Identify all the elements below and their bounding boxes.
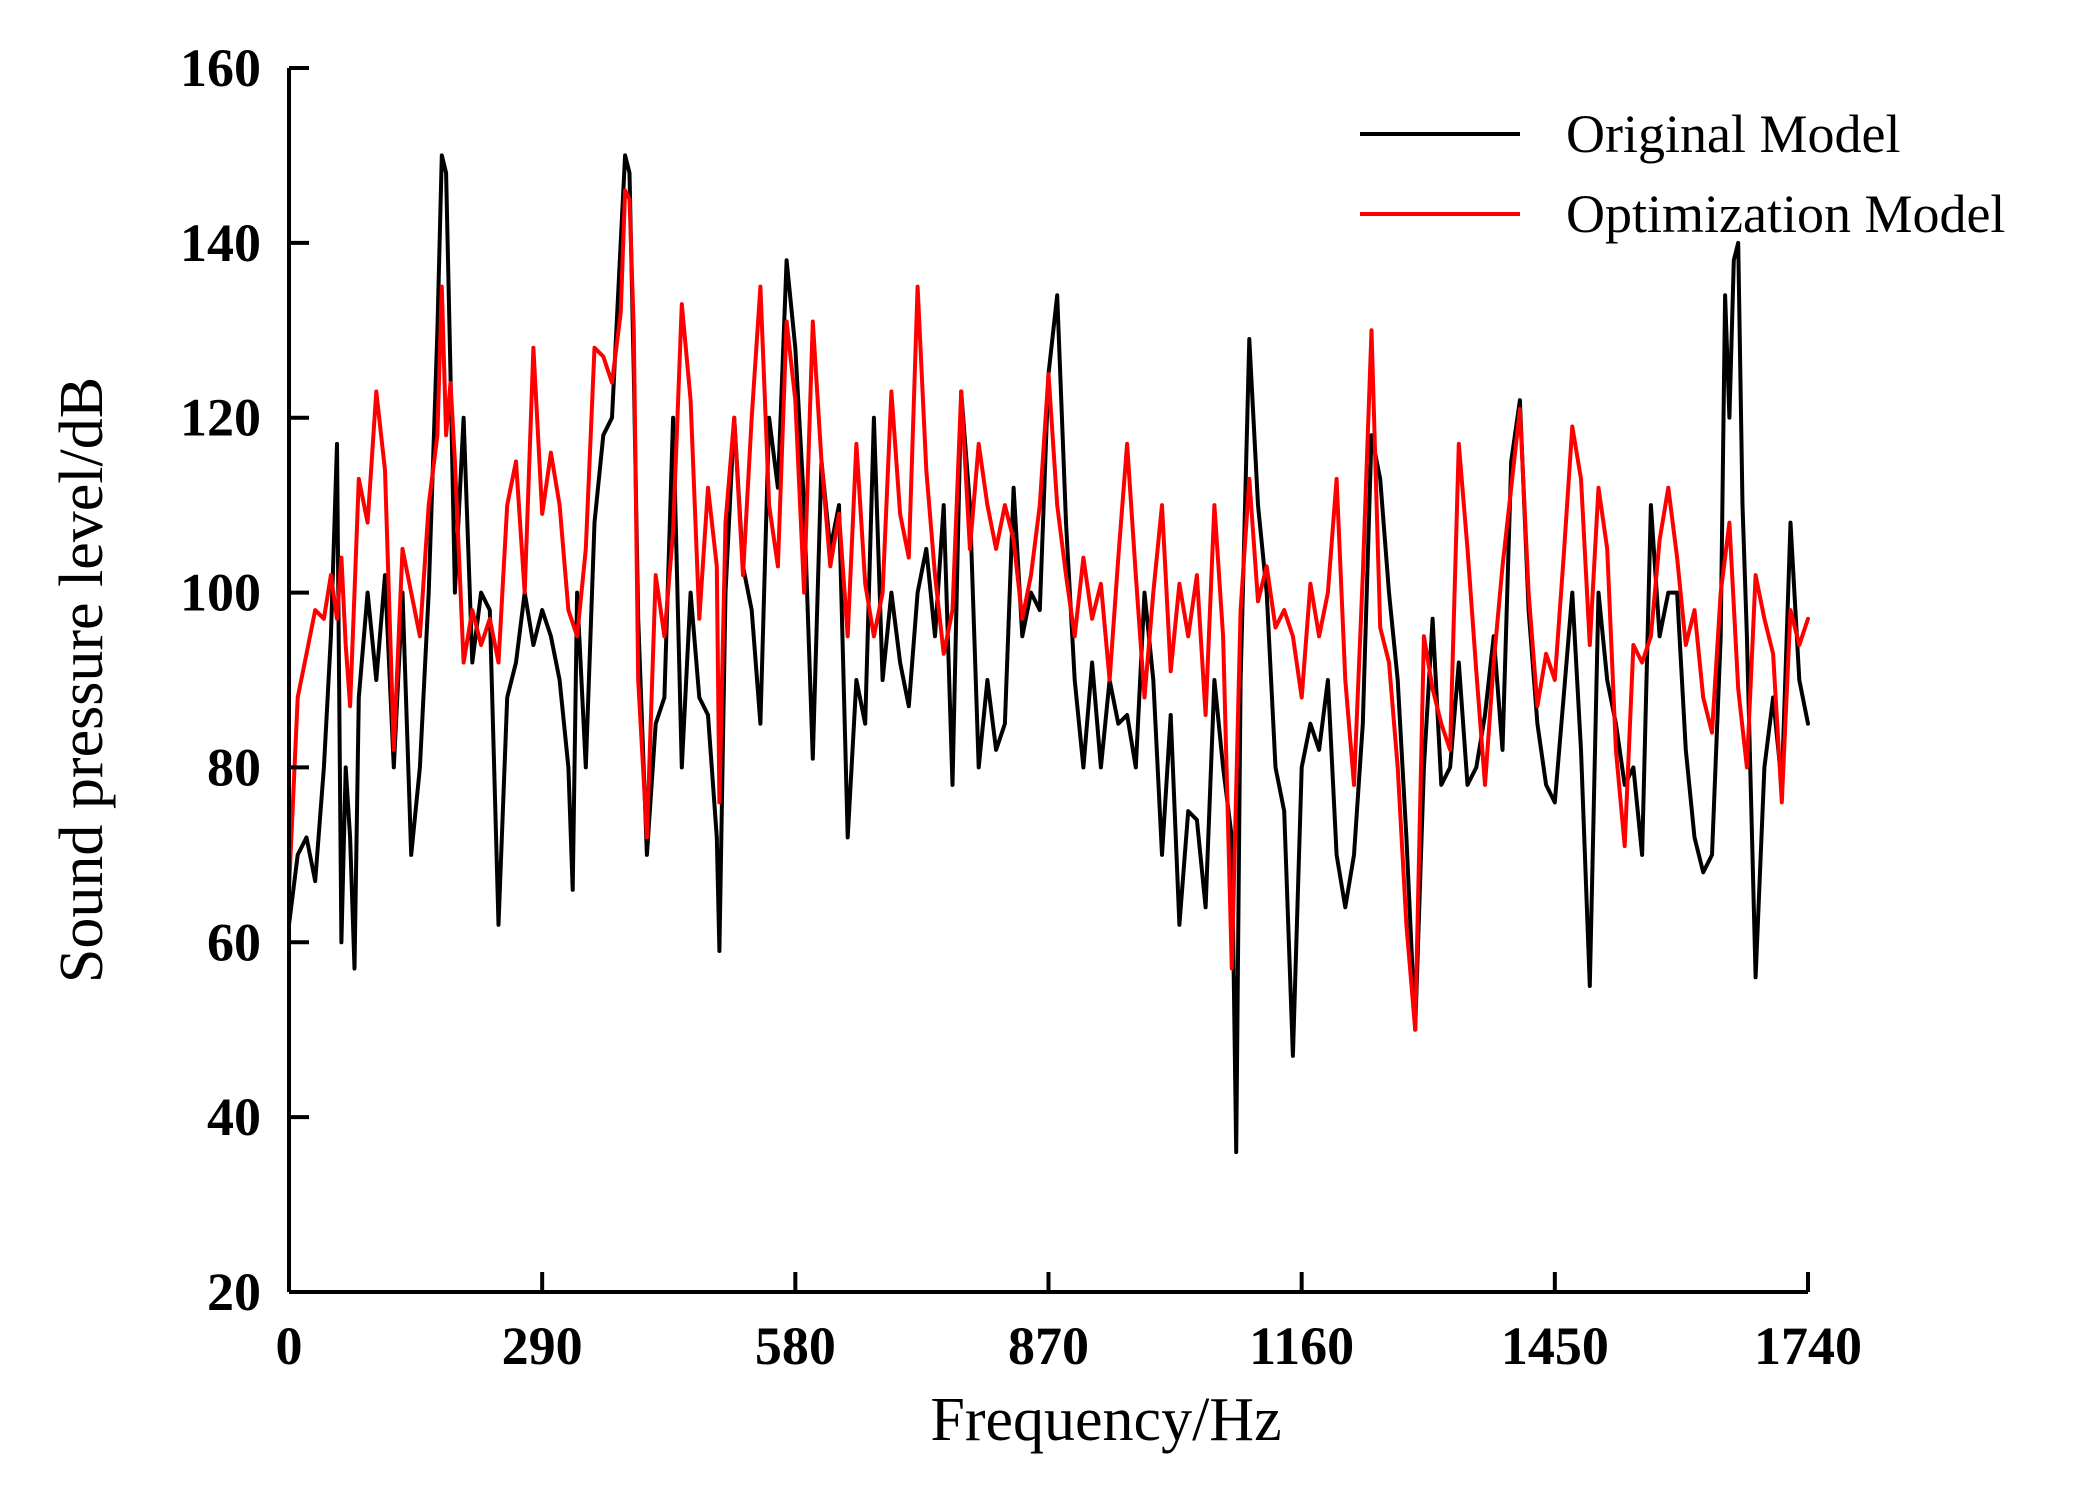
x-tick-label: 1160 — [1249, 1316, 1354, 1376]
x-tick-label: 290 — [502, 1316, 583, 1376]
y-tick-label: 160 — [180, 38, 261, 98]
y-tick-label: 120 — [180, 388, 261, 448]
x-tick-label: 870 — [1008, 1316, 1089, 1376]
y-axis-title: Sound pressure level/dB — [48, 377, 116, 983]
x-tick-label: 580 — [755, 1316, 836, 1376]
y-tick-label: 40 — [207, 1087, 261, 1147]
plot-area — [287, 153, 1810, 1155]
series-line-optimization-model — [287, 188, 1810, 1032]
y-tick-label: 140 — [180, 213, 261, 273]
legend-label-optimization-model: Optimization Model — [1566, 184, 2005, 244]
x-axis-title: Frequency/Hz — [930, 1386, 1281, 1454]
legend-label-original-model: Original Model — [1566, 104, 1900, 164]
series-line-original-model — [287, 153, 1810, 1155]
x-tick-label: 1450 — [1501, 1316, 1609, 1376]
y-tick-label: 20 — [207, 1262, 261, 1322]
y-tick-label: 80 — [207, 737, 261, 797]
legend: Original Model Optimization Model — [1360, 104, 2005, 244]
y-tick-label: 60 — [207, 912, 261, 972]
x-tick-label: 1740 — [1754, 1316, 1862, 1376]
axes: 20 40 60 80 100 120 140 160 0 290 580 870 1160 1450 17… — [180, 38, 1862, 1376]
x-tick-label: 0 — [276, 1316, 303, 1376]
y-tick-label: 100 — [180, 563, 261, 623]
